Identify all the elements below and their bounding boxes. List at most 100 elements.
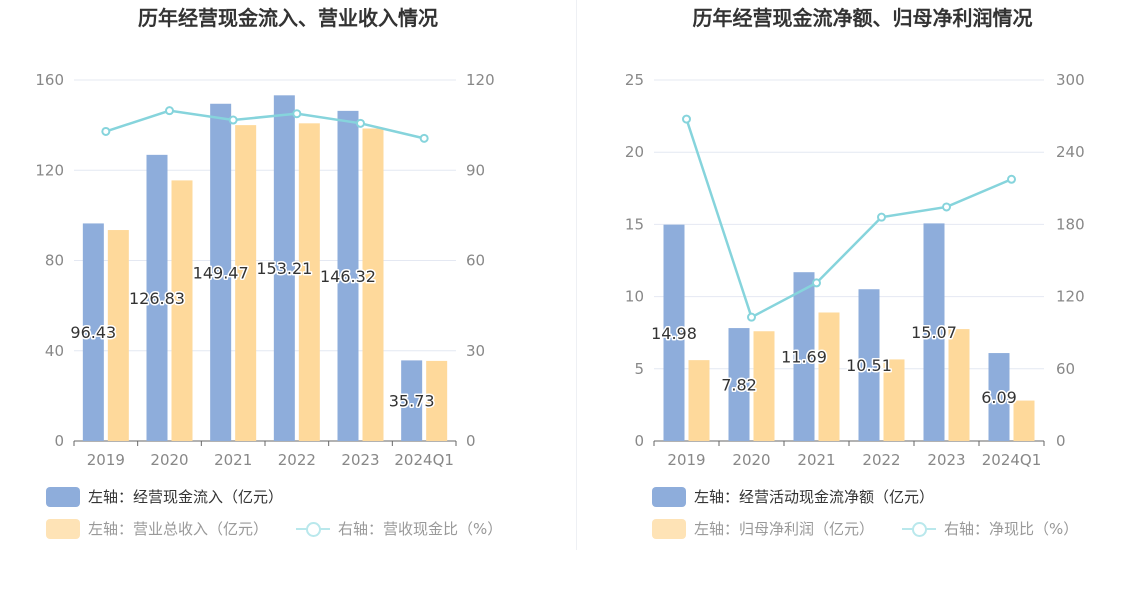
chart-panel-cash-inflow: 历年经营现金流入、营业收入情况 0 0 40 30 80 60 120 90 160 120 201…: [35, 6, 502, 539]
right-axis-tick-label: 240: [1056, 143, 1085, 161]
chart-title: 历年经营现金流入、营业收入情况: [138, 6, 438, 30]
right-axis-tick-label: 120: [1056, 288, 1085, 306]
right-axis-tick-label: 30: [466, 342, 485, 360]
ratio-line: [105, 109, 425, 140]
legend-item-cash-inflow[interactable]: 左轴：经营现金流入（亿元）: [46, 486, 283, 507]
bar-data-label: 15.07: [911, 323, 957, 342]
x-axis-category-label: 2023: [341, 451, 379, 469]
left-axis-tick-label: 10: [625, 288, 644, 306]
legend-label: 右轴：营收现金比（%）: [338, 520, 503, 538]
ratio-point: [292, 109, 302, 119]
bar-data-label: 153.21: [256, 259, 312, 278]
bar-data-label: 11.69: [781, 348, 827, 367]
bar-data-label: 14.98: [651, 324, 697, 343]
bar-data-label: 126.83: [129, 289, 185, 308]
ratio-point: [356, 118, 365, 128]
bar-revenue: [171, 180, 193, 441]
bar-revenue: [107, 230, 129, 441]
bar-net-profit: [818, 312, 840, 441]
bar-cash-inflow: [210, 103, 232, 442]
chart-panel-net-cash-flow: 历年经营现金流净额、归母净利润情况 0 0 5 60 10 120 15 180 20 240 25…: [577, 0, 1148, 589]
x-axis-category-label: 2019: [667, 451, 705, 469]
bar-net-cash-flow: [858, 289, 880, 441]
right-axis-tick-label: 180: [1056, 215, 1085, 233]
bar-revenue: [426, 360, 448, 441]
x-axis-category-label: 2020: [150, 451, 188, 469]
bar-cash-inflow: [82, 223, 104, 441]
bar-revenue: [362, 128, 384, 441]
ratio-point: [747, 312, 756, 322]
bar-net-profit: [688, 360, 710, 441]
bar-data-label: 10.51: [846, 356, 892, 375]
x-axis-category-label: 2020: [732, 451, 770, 469]
panel-divider: [576, 0, 577, 550]
bar-data-label: 149.47: [193, 263, 249, 282]
legend-swatch-icon: [46, 518, 80, 539]
ratio-point: [1007, 174, 1016, 184]
x-axis-category-label: 2022: [278, 451, 316, 469]
right-axis-tick-label: 0: [1056, 432, 1066, 450]
legend-item-cash-revenue-ratio[interactable]: 右轴：营收现金比（%）: [296, 518, 502, 539]
left-axis-tick-label: 0: [54, 432, 64, 450]
legend-item-net-cash-ratio[interactable]: 右轴：净现比（%）: [902, 518, 1078, 539]
bar-net-profit: [948, 329, 970, 441]
left-axis-tick-label: 120: [35, 161, 64, 179]
chart-canvas: 0 0 40 30 80 60 120 90 160 120 2019 2020 2021 2022 202…: [35, 71, 495, 469]
ratio-point: [942, 202, 951, 212]
bar-cash-inflow: [146, 154, 168, 441]
bar-cash-inflow: [401, 360, 423, 441]
x-axis-category-label: 2024Q1: [394, 451, 454, 469]
right-axis-tick-label: 90: [466, 161, 485, 179]
legend-swatch-icon: [46, 486, 80, 507]
bar-net-profit: [753, 331, 775, 441]
ratio-line: [685, 118, 1012, 319]
bar-net-cash-flow: [728, 328, 750, 441]
left-axis-tick-label: 40: [45, 342, 64, 360]
bar-data-label: 96.43: [70, 323, 116, 342]
legend-label: 左轴：归母净利润（亿元）: [694, 520, 875, 538]
x-axis-category-label: 2021: [214, 451, 252, 469]
ratio-point: [682, 114, 691, 124]
bar-net-cash-flow: [663, 224, 685, 441]
bar-net-cash-flow: [923, 223, 945, 441]
left-axis-tick-label: 80: [45, 252, 64, 270]
x-axis-category-label: 2022: [862, 451, 900, 469]
ratio-point: [228, 115, 238, 125]
legend-item-revenue[interactable]: 左轴：营业总收入（亿元）: [46, 518, 268, 539]
bar-cash-inflow: [273, 95, 295, 441]
x-axis-category-label: 2023: [927, 451, 965, 469]
legend-swatch-icon: [652, 518, 686, 539]
bar-net-cash-flow: [988, 353, 1010, 441]
bar-data-label: 35.73: [389, 392, 435, 411]
x-axis-category-label: 2024Q1: [982, 451, 1042, 469]
legend-line-icon: [902, 519, 936, 539]
right-axis-tick-label: 0: [466, 432, 476, 450]
chart-title: 历年经营现金流净额、归母净利润情况: [692, 6, 1033, 30]
ratio-point: [812, 278, 821, 288]
bar-data-label: 146.32: [320, 267, 376, 286]
left-axis-tick-label: 160: [35, 71, 64, 89]
right-axis-tick-label: 300: [1056, 71, 1085, 89]
left-axis-tick-label: 25: [625, 71, 644, 89]
ratio-point: [877, 212, 886, 222]
x-axis-category-label: 2021: [797, 451, 835, 469]
legend-label: 右轴：净现比（%）: [944, 520, 1079, 538]
legend-line-icon: [296, 519, 330, 539]
bar-net-profit: [1013, 400, 1035, 441]
bar-data-label: 6.09: [981, 388, 1017, 407]
bar-net-profit: [883, 359, 905, 441]
legend-item-net-cash-flow[interactable]: 左轴：经营活动现金流净额（亿元）: [652, 486, 934, 507]
legend-item-net-profit[interactable]: 左轴：归母净利润（亿元）: [652, 518, 874, 539]
bar-data-label: 7.82: [721, 376, 757, 395]
bar-revenue: [298, 123, 320, 441]
legend-label: 左轴：经营活动现金流净额（亿元）: [694, 488, 935, 506]
bar-net-cash-flow: [793, 272, 815, 441]
ratio-point: [165, 106, 174, 116]
legend-swatch-icon: [652, 486, 686, 507]
left-axis-tick-label: 0: [634, 432, 644, 450]
right-axis-tick-label: 120: [466, 71, 495, 89]
right-axis-tick-label: 60: [466, 252, 485, 270]
ratio-point: [101, 126, 111, 136]
left-axis-tick-label: 20: [625, 143, 644, 161]
chart-canvas: 0 0 5 60 10 120 15 180 20 240 25 300 2019 2020 2021 202…: [625, 71, 1085, 469]
